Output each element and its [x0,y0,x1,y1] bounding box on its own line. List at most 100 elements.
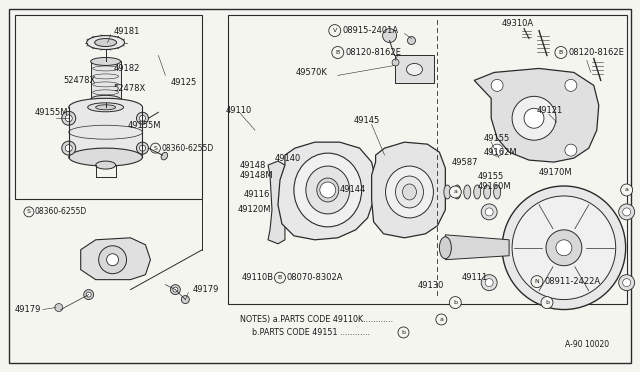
Text: a: a [453,189,457,195]
Circle shape [99,246,127,274]
Circle shape [136,142,148,154]
Ellipse shape [474,185,481,199]
Circle shape [86,292,91,297]
Circle shape [436,314,447,325]
Circle shape [24,207,34,217]
Circle shape [485,279,493,286]
Text: 49148M: 49148M [240,170,274,180]
Circle shape [62,111,76,125]
Text: 52478X: 52478X [63,76,95,85]
Text: 49155: 49155 [477,171,504,180]
Text: 08360-6255D: 08360-6255D [161,144,214,153]
Text: 49145: 49145 [354,116,380,125]
Text: 49140: 49140 [275,154,301,163]
Circle shape [181,296,189,304]
Circle shape [383,29,397,42]
Text: 08120-8162E: 08120-8162E [346,48,401,57]
Text: 08360-6255D: 08360-6255D [35,208,87,217]
Circle shape [512,96,556,140]
Polygon shape [474,68,599,162]
Text: a: a [440,317,444,322]
Text: 49116: 49116 [244,190,271,199]
Ellipse shape [440,237,451,259]
Text: 49110B: 49110B [242,273,274,282]
Circle shape [531,276,543,288]
Text: 49125: 49125 [170,78,196,87]
Bar [228,15,627,304]
Text: 52478X: 52478X [113,84,146,93]
Circle shape [55,304,63,311]
Text: A-90 10020: A-90 10020 [564,340,609,349]
Circle shape [329,25,340,36]
Circle shape [565,144,577,156]
Circle shape [140,115,145,121]
Text: B: B [559,50,563,55]
Circle shape [481,275,497,291]
Circle shape [512,196,616,299]
Text: 49155M: 49155M [35,108,68,117]
Ellipse shape [396,176,424,208]
Circle shape [565,79,577,92]
Text: b.PARTS CODE 49151 ............: b.PARTS CODE 49151 ............ [252,328,370,337]
Circle shape [623,279,630,286]
Text: 08915-2401A: 08915-2401A [343,26,399,35]
Circle shape [140,145,145,151]
Text: 49570K: 49570K [296,68,328,77]
Circle shape [332,46,344,58]
Circle shape [84,290,93,299]
Ellipse shape [91,58,120,65]
Ellipse shape [86,36,125,49]
Text: B: B [278,275,282,280]
Circle shape [491,79,503,92]
Circle shape [481,204,497,220]
Text: B: B [335,50,340,55]
Circle shape [65,115,72,122]
Polygon shape [81,238,150,280]
Ellipse shape [464,185,471,199]
Polygon shape [445,235,509,260]
Text: 08120-8162E: 08120-8162E [569,48,625,57]
Bar [68,107,143,157]
Circle shape [524,108,544,128]
Circle shape [491,144,503,156]
Text: 49170M: 49170M [539,167,573,177]
Ellipse shape [294,153,362,227]
Ellipse shape [91,95,120,103]
Circle shape [623,208,630,216]
Text: 49110: 49110 [225,106,252,115]
Circle shape [619,275,635,291]
Text: 08070-8302A: 08070-8302A [287,273,344,282]
Text: b: b [453,300,458,305]
Text: 49144: 49144 [340,186,366,195]
Text: 49148: 49148 [240,161,266,170]
Text: 49155M: 49155M [127,121,161,130]
Text: S: S [27,209,31,214]
Circle shape [555,46,567,58]
Bar [394,55,435,83]
Text: 49120M: 49120M [238,205,271,214]
Ellipse shape [95,105,116,110]
Text: N: N [534,279,540,284]
Text: S: S [154,146,157,151]
Polygon shape [278,142,376,240]
Circle shape [619,204,635,220]
Circle shape [275,272,285,283]
Circle shape [449,296,461,308]
Polygon shape [372,142,445,238]
Circle shape [62,141,76,155]
Text: 49160M: 49160M [477,182,511,190]
Circle shape [136,112,148,124]
Ellipse shape [95,39,116,46]
Text: 49179: 49179 [15,305,41,314]
Ellipse shape [68,148,143,166]
Circle shape [150,143,161,153]
Ellipse shape [68,98,143,116]
Text: 49155: 49155 [483,134,509,143]
Circle shape [556,240,572,256]
Ellipse shape [317,178,339,202]
Polygon shape [268,161,285,244]
Ellipse shape [95,161,116,169]
Circle shape [449,186,461,198]
Ellipse shape [493,185,500,199]
Ellipse shape [484,185,491,199]
